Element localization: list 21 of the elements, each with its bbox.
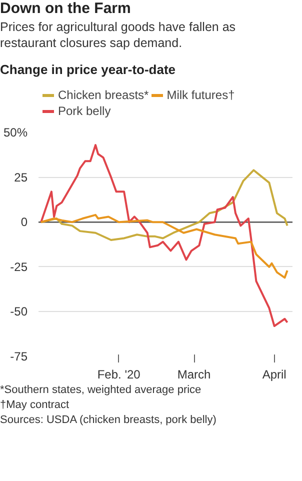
y-tick-label: 25 xyxy=(14,170,28,184)
chart-title: Down on the Farm xyxy=(0,0,131,19)
line-series xyxy=(40,214,288,279)
text: *Southern states, weighted average price xyxy=(0,384,202,398)
y-tick-label: 0 xyxy=(20,215,28,230)
x-tick-label: April xyxy=(262,368,286,382)
y-tick-label: 50% xyxy=(3,126,28,140)
y-tick-label: -50 xyxy=(10,304,28,319)
source-note: Sources: USDA (chicken breasts, pork belly) xyxy=(0,414,216,428)
line-series xyxy=(40,144,288,328)
legend-label: Chicken breasts* xyxy=(58,88,149,102)
y-tick-label: -25 xyxy=(10,260,28,274)
legend-label: Milk futures† xyxy=(166,88,235,102)
line-series xyxy=(40,169,288,242)
x-tick-label: March xyxy=(177,368,211,382)
y-tick-label: -75 xyxy=(10,350,28,364)
text: †May contract xyxy=(0,399,70,413)
legend-label: Pork belly xyxy=(58,104,111,118)
chart-subtitle: Prices for agricultural goods have fallen as restaurant closures sap demand. xyxy=(0,20,237,52)
legend-title: Change in price year-to-date xyxy=(0,62,176,78)
x-tick-label: Feb. '20 xyxy=(97,368,141,382)
